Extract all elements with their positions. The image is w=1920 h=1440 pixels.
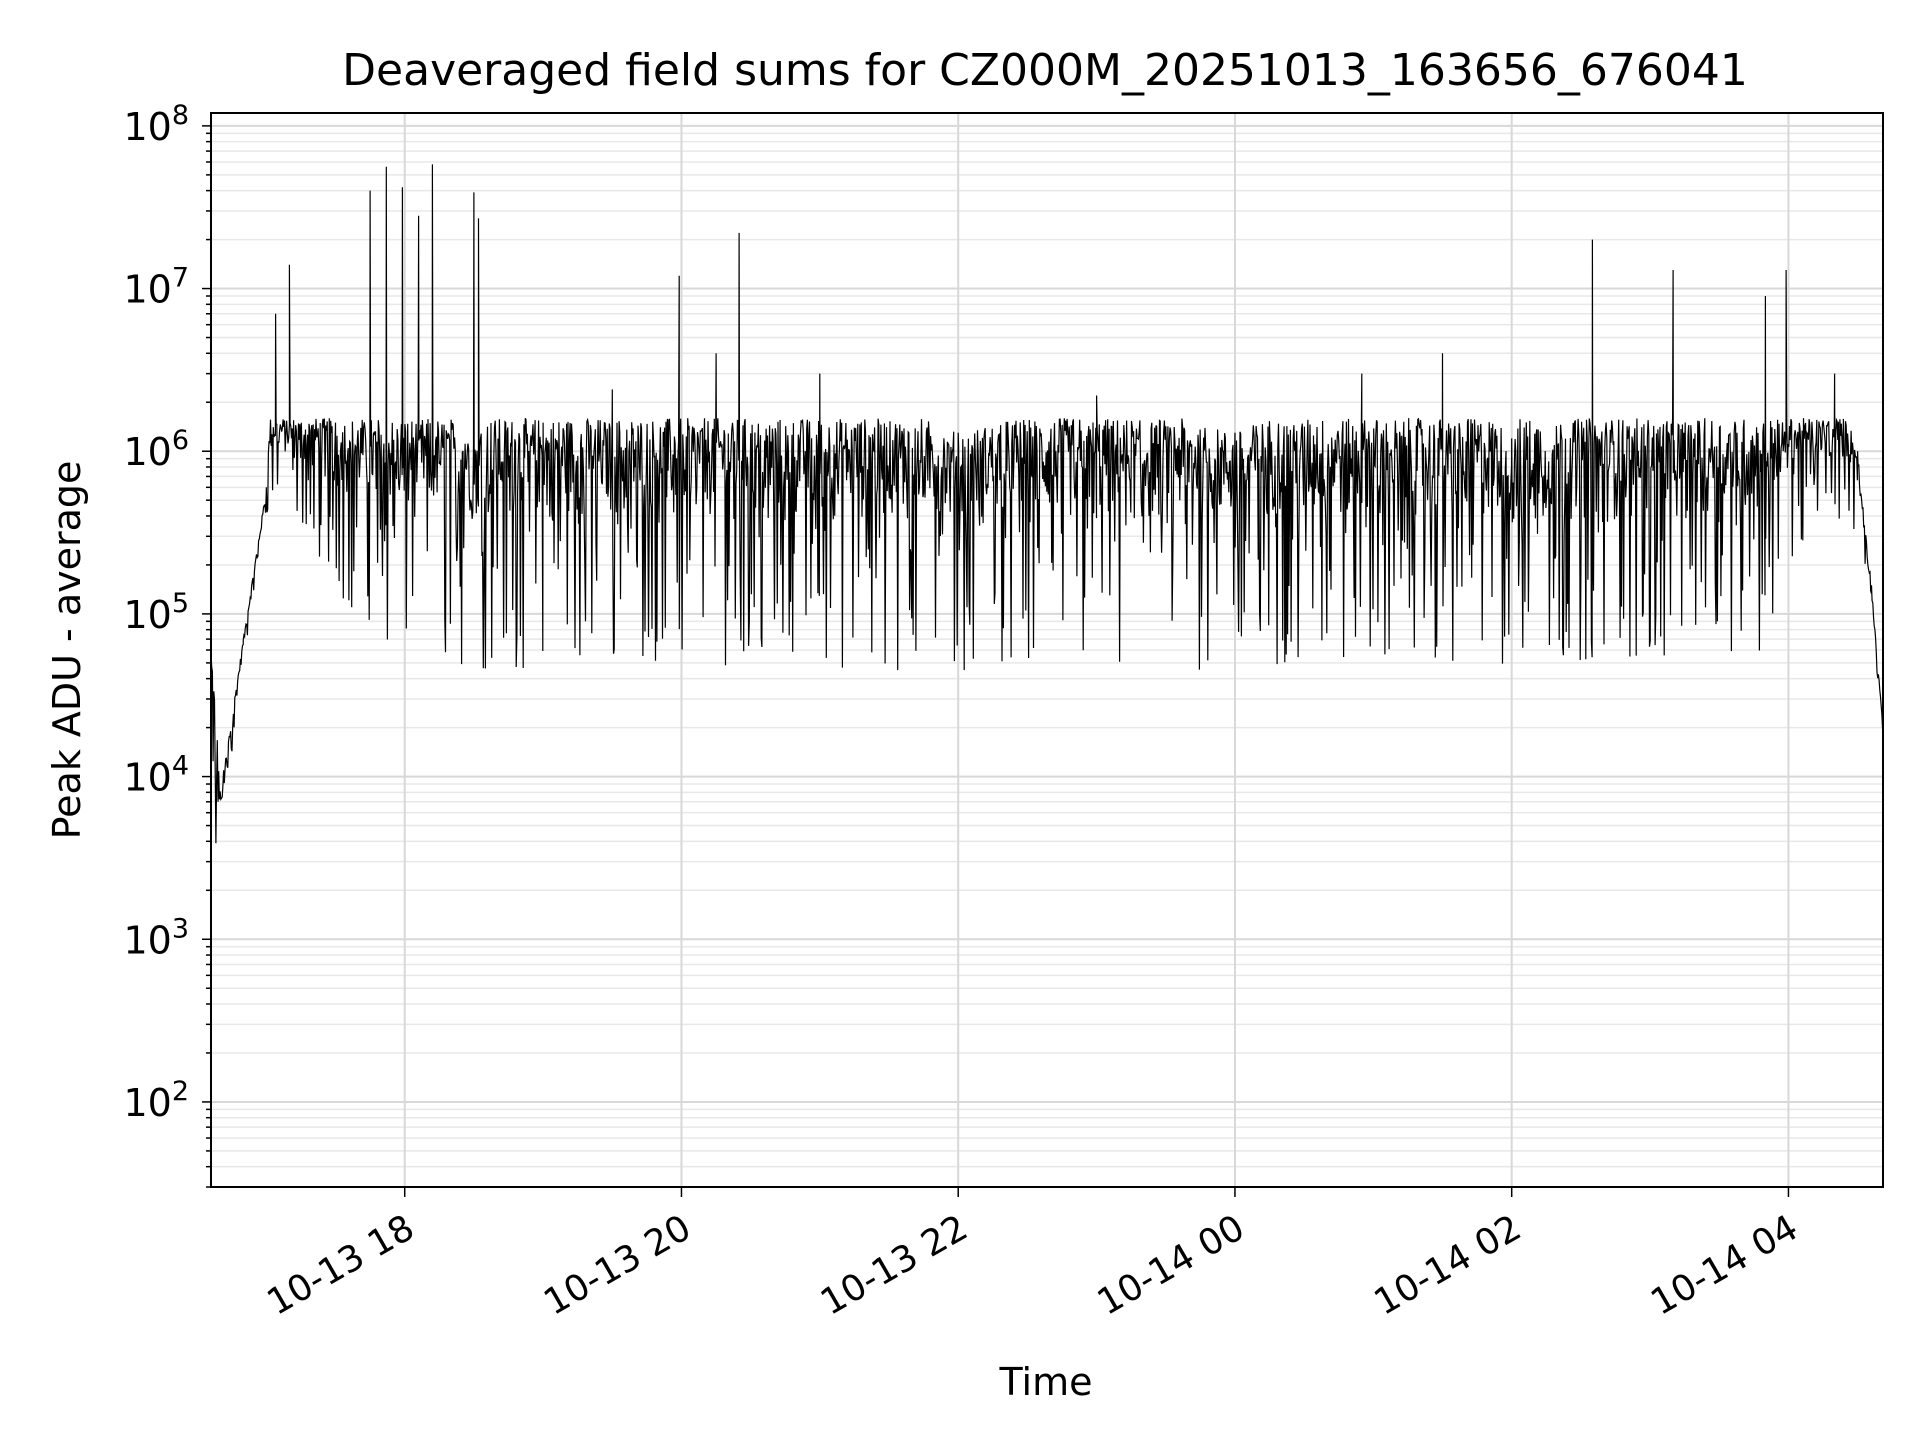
x-tick-label: 10-14 02 — [1368, 1207, 1529, 1323]
y-tick-label: 103 — [123, 913, 189, 962]
x-tick-label: 10-13 20 — [537, 1207, 698, 1323]
y-tick-label: 105 — [123, 588, 189, 637]
y-tick-label: 107 — [123, 263, 189, 312]
y-tick-label: 108 — [123, 100, 189, 149]
x-tick-label: 10-14 00 — [1091, 1207, 1252, 1323]
series-layer — [210, 164, 1884, 844]
x-axis-label: Time — [999, 1360, 1093, 1404]
y-axis: 102 103 104 105 106 107 108 — [123, 100, 211, 1188]
series-line — [210, 164, 1884, 844]
y-tick-label: 102 — [123, 1076, 189, 1125]
x-axis: 10-13 18 10-13 20 10-13 22 10-14 00 10-14 02… — [261, 1187, 1805, 1324]
y-axis-label: Peak ADU - average — [45, 461, 89, 840]
x-tick-label: 10-13 22 — [814, 1207, 975, 1323]
x-tick-label: 10-13 18 — [261, 1207, 422, 1323]
x-tick-label: 10-14 04 — [1644, 1207, 1805, 1323]
chart-title: Deaveraged field sums for CZ000M_2025101… — [342, 45, 1748, 96]
y-tick-label: 104 — [123, 751, 189, 800]
y-tick-label: 106 — [123, 425, 189, 474]
